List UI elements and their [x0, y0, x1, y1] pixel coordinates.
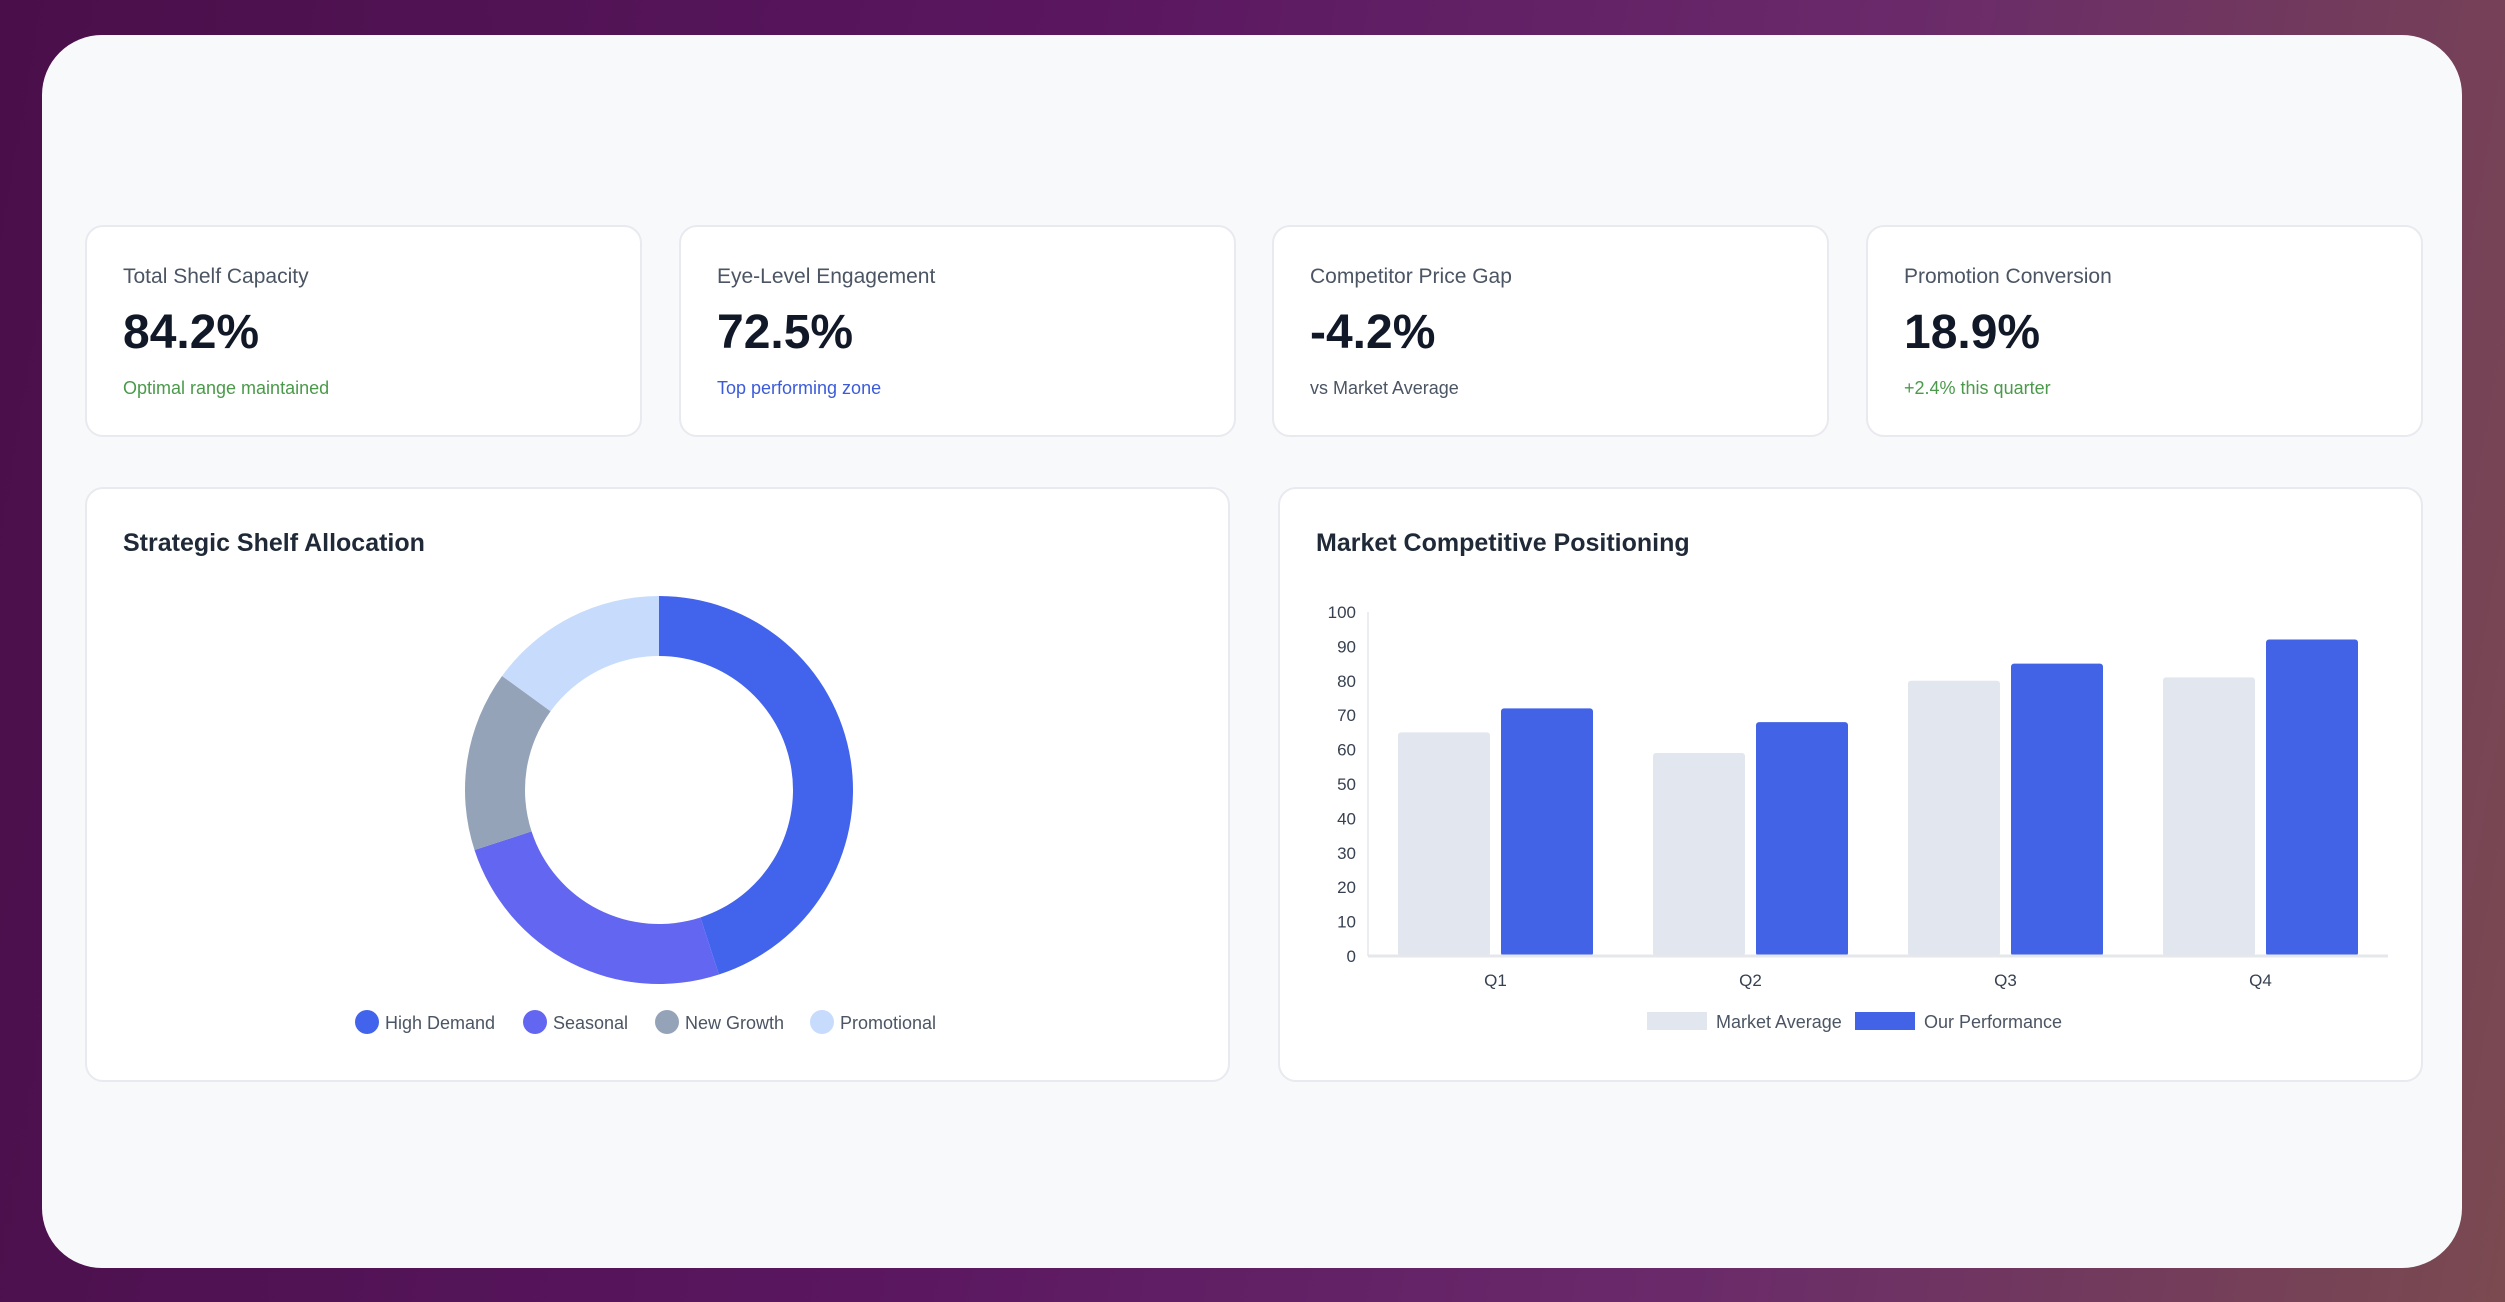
kpi-label: Competitor Price Gap	[1310, 265, 1512, 288]
donut-slice-new-growth	[464, 675, 551, 850]
legend-swatch	[523, 1010, 547, 1034]
kpi-card-eye-level: Eye-Level Engagement 72.5% Top performin…	[679, 225, 1236, 437]
x-tick-label: Q1	[1484, 971, 1507, 990]
legend-label: Promotional	[840, 1013, 936, 1033]
kpi-subtext: Top performing zone	[717, 378, 882, 398]
kpi-subtext: Optimal range maintained	[123, 378, 330, 398]
y-tick-label: 30	[1337, 844, 1356, 863]
kpi-card-shelf-capacity: Total Shelf Capacity 84.2% Optimal range…	[85, 225, 642, 437]
x-tick-label: Q4	[2249, 971, 2272, 990]
legend-swatch	[655, 1010, 679, 1034]
kpi-card-promotion: Promotion Conversion 18.9% +2.4% this qu…	[1866, 225, 2423, 437]
bar-chart: 0 10 20 30 40 50 60 70 80 90 100 Q1 Q2 Q3 Q4 Market Ave…	[1328, 603, 2388, 1032]
legend-label: High Demand	[385, 1013, 495, 1033]
donut-chart: High Demand Seasonal New Growth Promotional	[355, 596, 936, 1034]
y-tick-label: 20	[1337, 878, 1356, 897]
legend-label: Seasonal	[553, 1013, 628, 1033]
bar-q2-our-performance	[1756, 722, 1848, 956]
kpi-label: Promotion Conversion	[1904, 265, 2112, 288]
bar-q3-market-average	[1908, 680, 2000, 956]
legend-swatch	[355, 1010, 379, 1034]
bar-q2-market-average	[1653, 753, 1745, 956]
bar-q1-our-performance	[1501, 708, 1593, 956]
competitive-positioning-panel: Market Competitive Positioning 0 10 20 30 40…	[1278, 487, 2423, 1082]
kpi-value: 72.5%	[717, 306, 854, 359]
legend-swatch	[1855, 1012, 1915, 1030]
chart-title: Market Competitive Positioning	[1316, 529, 1690, 557]
legend-swatch	[1647, 1012, 1707, 1030]
y-tick-label: 90	[1337, 637, 1356, 656]
kpi-value: 18.9%	[1904, 306, 2041, 359]
kpi-subtext: vs Market Average	[1310, 378, 1459, 398]
legend-label: Our Performance	[1924, 1012, 2062, 1032]
bar-q4-our-performance	[2266, 639, 2358, 956]
y-tick-label: 0	[1347, 947, 1356, 966]
donut-slice-seasonal	[474, 831, 719, 984]
shelf-allocation-panel: Strategic Shelf Allocation High Demand Se…	[85, 487, 1230, 1082]
donut-slice-promotional	[502, 596, 659, 712]
x-tick-label: Q2	[1739, 971, 1762, 990]
y-tick-label: 80	[1337, 672, 1356, 691]
y-tick-label: 50	[1337, 775, 1356, 794]
donut-slice-high-demand	[659, 596, 853, 975]
kpi-label: Total Shelf Capacity	[123, 265, 309, 288]
x-tick-label: Q3	[1994, 971, 2017, 990]
legend-label: New Growth	[685, 1013, 784, 1033]
kpi-card-price-gap: Competitor Price Gap -4.2% vs Market Ave…	[1272, 225, 1829, 437]
y-tick-label: 10	[1337, 913, 1356, 932]
legend-swatch	[810, 1010, 834, 1034]
bar-q1-market-average	[1398, 732, 1490, 956]
bar-q4-market-average	[2163, 677, 2255, 956]
bar-q3-our-performance	[2011, 663, 2103, 956]
kpi-value: -4.2%	[1310, 306, 1436, 359]
y-tick-label: 60	[1337, 741, 1356, 760]
legend-label: Market Average	[1716, 1012, 1842, 1032]
chart-title: Strategic Shelf Allocation	[123, 529, 425, 557]
y-tick-label: 70	[1337, 706, 1356, 725]
kpi-value: 84.2%	[123, 306, 260, 359]
y-tick-label: 100	[1328, 603, 1356, 622]
y-tick-label: 40	[1337, 809, 1356, 828]
kpi-subtext: +2.4% this quarter	[1904, 378, 2051, 398]
kpi-label: Eye-Level Engagement	[717, 265, 936, 288]
